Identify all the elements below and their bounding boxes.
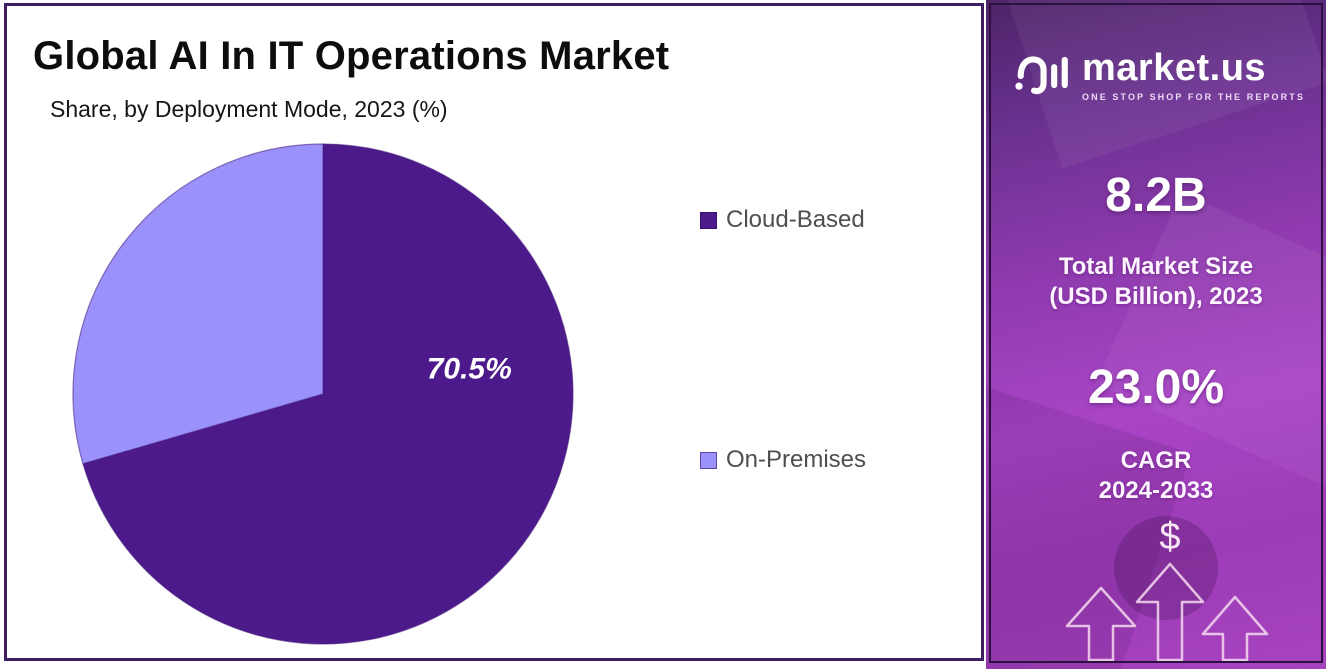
legend-swatch xyxy=(700,211,717,229)
legend-swatch xyxy=(700,451,717,469)
pie-data-label: 70.5% xyxy=(427,353,512,386)
brand-tagline: ONE STOP SHOP FOR THE REPORTS xyxy=(1082,91,1305,102)
legend-item-cloud-based: Cloud-Based xyxy=(700,206,866,234)
caption-line: 2024-2033 xyxy=(1098,477,1214,504)
market-us-logo-icon xyxy=(1015,56,1068,95)
chart-panel: Global AI In IT Operations Market Share,… xyxy=(4,3,984,661)
total-market-size-value: 8.2B xyxy=(1105,169,1207,222)
legend-label: Cloud-Based xyxy=(726,206,865,233)
caption-line: Total Market Size xyxy=(1058,253,1254,280)
pie-slice-cloud-based xyxy=(82,143,574,645)
cagr-value: 23.0% xyxy=(1087,361,1225,414)
total-market-size-caption: Total Market Size (USD Billion), 2023 xyxy=(986,252,1326,312)
chart-title: Global AI In IT Operations Market xyxy=(33,34,670,78)
legend-item-on-premises: On-Premises xyxy=(700,446,866,474)
caption-line: CAGR xyxy=(1120,447,1192,474)
dollar-icon: $ xyxy=(1159,516,1181,558)
cagr-caption: CAGR 2024-2033 xyxy=(986,446,1326,506)
brand-name: market.us xyxy=(1082,46,1267,89)
legend-label: On-Premises xyxy=(726,446,867,473)
chart-subtitle: Share, by Deployment Mode, 2023 (%) xyxy=(50,96,448,122)
pie-slice-on-premises xyxy=(72,143,324,465)
growth-arrows-icon xyxy=(1065,562,1269,662)
pie-chart: 70.5% xyxy=(72,143,574,645)
sidebar: market.us ONE STOP SHOP FOR THE REPORTS … xyxy=(986,0,1326,669)
brand-text: market.us ONE STOP SHOP FOR THE REPORTS xyxy=(1082,49,1305,102)
caption-line: (USD Billion), 2023 xyxy=(1049,283,1263,310)
brand-logo: market.us ONE STOP SHOP FOR THE REPORTS xyxy=(1014,44,1312,106)
pie-legend: Cloud-Based On-Premises xyxy=(700,206,866,474)
